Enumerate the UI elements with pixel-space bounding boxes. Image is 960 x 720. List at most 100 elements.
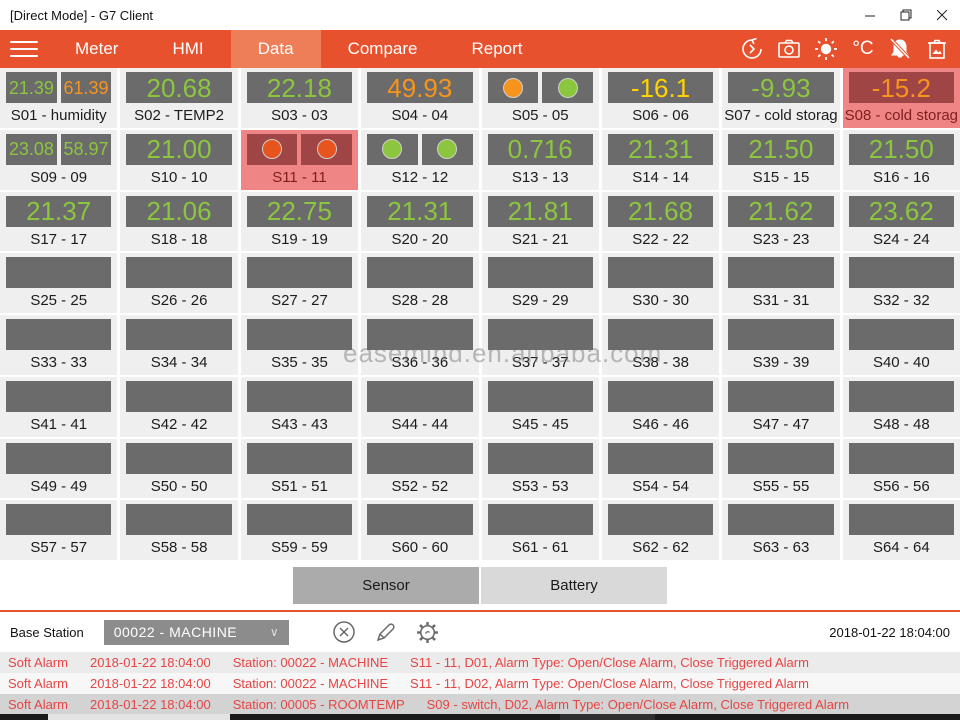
sensor-cell-s63[interactable]: S63 - 63 bbox=[722, 500, 840, 560]
minimize-button[interactable] bbox=[852, 0, 888, 30]
tab-data[interactable]: Data bbox=[230, 30, 321, 68]
sensor-cell-s13[interactable]: 0.716 S13 - 13 bbox=[481, 129, 599, 190]
sensor-cell-s45[interactable]: S45 - 45 bbox=[481, 376, 599, 437]
sensor-cell-s22[interactable]: 21.68 S22 - 22 bbox=[601, 191, 720, 252]
sensor-cell-s52[interactable]: S52 - 52 bbox=[361, 438, 479, 499]
sensor-cell-s64[interactable]: S64 - 64 bbox=[842, 500, 960, 560]
sensor-cell-s31[interactable]: S31 - 31 bbox=[722, 253, 840, 313]
sensor-cell-s46[interactable]: S46 - 46 bbox=[601, 376, 720, 437]
sensor-cell-s57[interactable]: S57 - 57 bbox=[0, 500, 118, 560]
alarm-log-row[interactable]: Soft Alarm 2018-01-22 18:04:00 Station: 00… bbox=[0, 694, 960, 715]
base-station-select[interactable]: 00022 - MACHINE ∨ bbox=[103, 619, 289, 645]
sensor-cell-s28[interactable]: S28 - 28 bbox=[361, 253, 479, 313]
sensor-cell-s35[interactable]: S35 - 35 bbox=[240, 315, 359, 375]
sensor-cell-s32[interactable]: S32 - 32 bbox=[842, 253, 960, 313]
sensor-cell-s08[interactable]: -15.2 S08 - cold storag bbox=[842, 68, 960, 128]
sensor-label: S50 - 50 bbox=[150, 477, 208, 495]
sensor-cell-s44[interactable]: S44 - 44 bbox=[361, 376, 479, 437]
sensor-cell-s25[interactable]: S25 - 25 bbox=[0, 253, 118, 313]
tab-hmi[interactable]: HMI bbox=[172, 39, 204, 58]
sensor-cell-s10[interactable]: 21.00 S10 - 10 bbox=[120, 129, 238, 190]
battery-view-button[interactable]: Battery bbox=[481, 566, 667, 604]
trash-image-icon[interactable] bbox=[922, 34, 952, 64]
sensor-cell-s03[interactable]: 22.18 S03 - 03 bbox=[240, 68, 359, 128]
restore-button[interactable] bbox=[888, 0, 924, 30]
sensor-cell-s54[interactable]: S54 - 54 bbox=[601, 438, 720, 499]
taskbar-button[interactable] bbox=[48, 714, 230, 720]
sensor-cell-s12[interactable]: S12 - 12 bbox=[361, 129, 479, 190]
sensor-cell-s43[interactable]: S43 - 43 bbox=[240, 376, 359, 437]
sensor-cell-s60[interactable]: S60 - 60 bbox=[361, 500, 479, 560]
sensor-view-button[interactable]: Sensor bbox=[293, 566, 479, 604]
sensor-cell-s59[interactable]: S59 - 59 bbox=[240, 500, 359, 560]
sensor-cell-s02[interactable]: 20.68 S02 - TEMP2 bbox=[120, 68, 238, 128]
sensor-cell-s40[interactable]: S40 - 40 bbox=[842, 315, 960, 375]
sensor-value-box bbox=[367, 133, 473, 165]
sensor-cell-s50[interactable]: S50 - 50 bbox=[120, 438, 238, 499]
sync-history-icon[interactable] bbox=[737, 34, 767, 64]
taskbar-edge[interactable] bbox=[0, 714, 960, 720]
sensor-label: S07 - cold storag bbox=[724, 107, 838, 124]
sensor-cell-s14[interactable]: 21.31 S14 - 14 bbox=[601, 129, 720, 190]
brightness-sun-icon[interactable] bbox=[811, 34, 841, 64]
sensor-cell-s24[interactable]: 23.62 S24 - 24 bbox=[842, 191, 960, 252]
sensor-cell-s56[interactable]: S56 - 56 bbox=[842, 438, 960, 499]
sensor-cell-s27[interactable]: S27 - 27 bbox=[240, 253, 359, 313]
sensor-label: S63 - 63 bbox=[752, 539, 810, 557]
tab-compare[interactable]: Compare bbox=[347, 39, 418, 58]
sensor-cell-s36[interactable]: S36 - 36 bbox=[361, 315, 479, 375]
sensor-cell-s38[interactable]: S38 - 38 bbox=[601, 315, 720, 375]
close-circle-icon[interactable] bbox=[331, 619, 357, 645]
sensor-value-box bbox=[367, 504, 473, 536]
sensor-cell-s19[interactable]: 22.75 S19 - 19 bbox=[240, 191, 359, 252]
sensor-cell-s01[interactable]: 21.39 61.39 S01 - humidity bbox=[0, 68, 118, 128]
sensor-cell-s18[interactable]: 21.06 S18 - 18 bbox=[120, 191, 238, 252]
sensor-cell-s04[interactable]: 49.93 S04 - 04 bbox=[361, 68, 479, 128]
sensor-cell-s51[interactable]: S51 - 51 bbox=[240, 438, 359, 499]
sensor-cell-s11[interactable]: S11 - 11 bbox=[240, 129, 359, 190]
sensor-value-box bbox=[126, 319, 232, 350]
sensor-cell-s09[interactable]: 23.08 58.97 S09 - 09 bbox=[0, 129, 118, 190]
sensor-cell-s05[interactable]: S05 - 05 bbox=[481, 68, 599, 128]
sensor-cell-s21[interactable]: 21.81 S21 - 21 bbox=[481, 191, 599, 252]
sensor-cell-s34[interactable]: S34 - 34 bbox=[120, 315, 238, 375]
celsius-icon[interactable]: °C bbox=[852, 38, 874, 59]
sensor-cell-s61[interactable]: S61 - 61 bbox=[481, 500, 599, 560]
sensor-value-box bbox=[246, 504, 353, 536]
sensor-cell-s07[interactable]: -9.93 S07 - cold storag bbox=[722, 68, 840, 128]
sensor-cell-s42[interactable]: S42 - 42 bbox=[120, 376, 238, 437]
sensor-cell-s58[interactable]: S58 - 58 bbox=[120, 500, 238, 560]
sensor-cell-s06[interactable]: -16.1 S06 - 06 bbox=[601, 68, 720, 128]
sensor-cell-s17[interactable]: 21.37 S17 - 17 bbox=[0, 191, 118, 252]
sensor-value: 21.68 bbox=[628, 196, 694, 226]
alarm-log-row[interactable]: Soft Alarm 2018-01-22 18:04:00 Station: 00… bbox=[0, 673, 960, 694]
sensor-cell-s26[interactable]: S26 - 26 bbox=[120, 253, 238, 313]
sensor-cell-s29[interactable]: S29 - 29 bbox=[481, 253, 599, 313]
sensor-label: S49 - 49 bbox=[30, 477, 88, 495]
sensor-cell-s37[interactable]: S37 - 37 bbox=[481, 315, 599, 375]
sensor-cell-s55[interactable]: S55 - 55 bbox=[722, 438, 840, 499]
sensor-cell-s49[interactable]: S49 - 49 bbox=[0, 438, 118, 499]
sensor-cell-s15[interactable]: 21.50 S15 - 15 bbox=[722, 129, 840, 190]
sensor-cell-s47[interactable]: S47 - 47 bbox=[722, 376, 840, 437]
alarm-log-row[interactable]: Soft Alarm 2018-01-22 18:04:00 Station: 00… bbox=[0, 652, 960, 673]
sensor-cell-s23[interactable]: 21.62 S23 - 23 bbox=[722, 191, 840, 252]
sensor-cell-s33[interactable]: S33 - 33 bbox=[0, 315, 118, 375]
hamburger-menu-icon[interactable] bbox=[0, 30, 48, 68]
edit-pencil-icon[interactable] bbox=[373, 619, 399, 645]
sensor-cell-s39[interactable]: S39 - 39 bbox=[722, 315, 840, 375]
sensor-cell-s20[interactable]: 21.31 S20 - 20 bbox=[361, 191, 479, 252]
sensor-value-box bbox=[728, 380, 834, 412]
sensor-cell-s53[interactable]: S53 - 53 bbox=[481, 438, 599, 499]
sensor-cell-s30[interactable]: S30 - 30 bbox=[601, 253, 720, 313]
sensor-cell-s48[interactable]: S48 - 48 bbox=[842, 376, 960, 437]
settings-gear-icon[interactable] bbox=[415, 619, 441, 645]
camera-icon[interactable] bbox=[774, 34, 804, 64]
sensor-cell-s16[interactable]: 21.50 S16 - 16 bbox=[842, 129, 960, 190]
alarm-mute-bell-icon[interactable] bbox=[885, 34, 915, 64]
tab-meter[interactable]: Meter bbox=[75, 39, 119, 58]
tab-report[interactable]: Report bbox=[471, 39, 523, 58]
sensor-cell-s62[interactable]: S62 - 62 bbox=[601, 500, 720, 560]
close-button[interactable] bbox=[924, 0, 960, 30]
sensor-cell-s41[interactable]: S41 - 41 bbox=[0, 376, 118, 437]
